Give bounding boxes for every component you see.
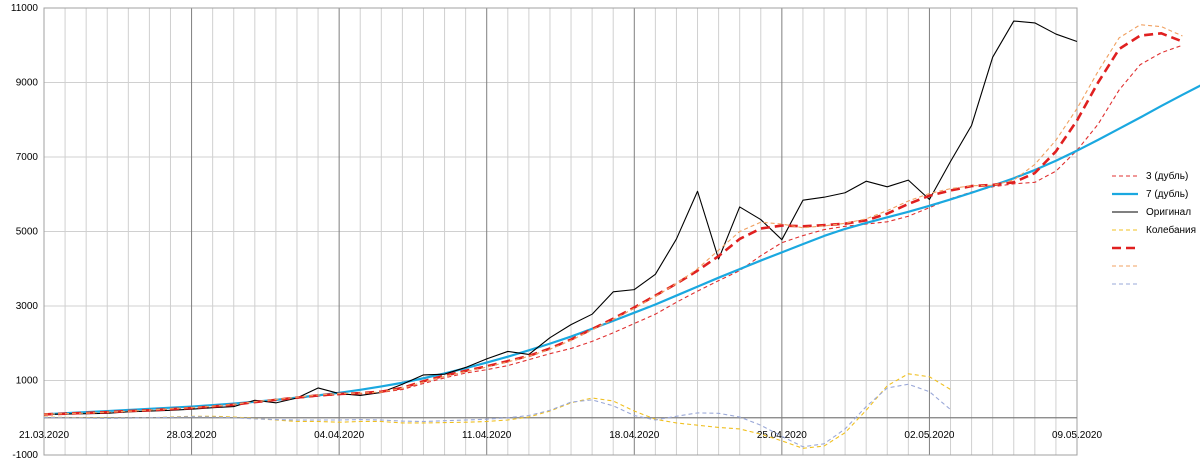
x-tick-label: 04.04.2020 xyxy=(314,430,364,441)
y-tick-label: -1000 xyxy=(12,450,38,461)
series-line-2 xyxy=(43,84,1200,416)
y-tick-label: 7000 xyxy=(16,152,39,163)
x-tick-label: 25.04.2020 xyxy=(757,430,807,441)
series-line-6 xyxy=(43,24,1183,415)
legend-label-2: 7 (дубль) xyxy=(1146,188,1188,200)
x-tick-label: 11.04.2020 xyxy=(462,430,512,441)
legend-label-3: Оригинал xyxy=(1146,207,1191,218)
y-tick-label: 9000 xyxy=(16,78,39,89)
x-tick-label: 09.05.2020 xyxy=(1052,430,1102,441)
plot-frame xyxy=(43,7,1078,456)
series-line-3 xyxy=(43,20,1078,415)
y-tick-label: 1000 xyxy=(16,376,39,387)
x-tick-label: 18.04.2020 xyxy=(609,430,659,441)
y-tick-label: 3000 xyxy=(16,301,39,312)
legend-label-4: Колебания xyxy=(1146,224,1196,236)
y-tick-label: 11000 xyxy=(11,3,39,14)
series-line-4 xyxy=(43,373,951,449)
y-tick-label: 5000 xyxy=(16,227,39,238)
x-tick-label: 21.03.2020 xyxy=(19,430,69,441)
x-tick-label: 28.03.2020 xyxy=(167,430,217,441)
x-tick-label: 02.05.2020 xyxy=(904,430,954,441)
legend-label-1: 3 (дубль) xyxy=(1146,170,1188,182)
